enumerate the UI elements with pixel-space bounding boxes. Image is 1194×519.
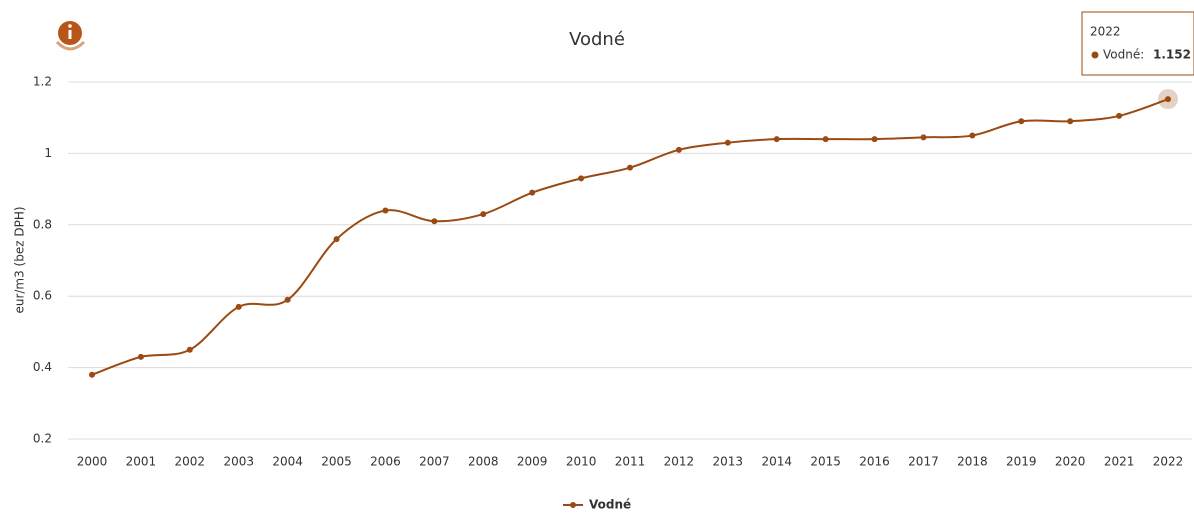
plot-area: 0.2 0.4 0.6 0.8 1 1.2 2000 2001 2002 2003 2004 2005…	[33, 75, 1192, 469]
tooltip-label: Vodné:	[1103, 48, 1144, 62]
y-tick-label: 0.2	[33, 432, 52, 446]
point	[235, 303, 242, 310]
point	[675, 146, 682, 153]
x-tick-label: 2005	[321, 455, 352, 469]
point	[969, 132, 976, 139]
x-tick-label: 2008	[468, 455, 499, 469]
x-tick-label: 2021	[1104, 455, 1135, 469]
y-tick-label: 0.4	[33, 360, 52, 374]
point	[1165, 96, 1171, 103]
x-tick-label: 2016	[859, 455, 890, 469]
x-tick-label: 2004	[272, 455, 303, 469]
point	[333, 236, 340, 243]
point	[137, 353, 144, 360]
x-tick-label: 2007	[419, 455, 450, 469]
x-tick-label: 2011	[615, 455, 646, 469]
x-tick-label: 2018	[957, 455, 988, 469]
point	[822, 136, 829, 143]
tooltip-marker	[1091, 51, 1099, 59]
point	[1067, 118, 1074, 125]
point	[529, 189, 536, 196]
tooltip-value: 1.152	[1153, 48, 1191, 62]
point	[89, 371, 95, 378]
point	[431, 218, 438, 225]
x-tick-label: 2013	[713, 455, 744, 469]
legend: Vodné	[563, 498, 631, 512]
x-tick-label: 2019	[1006, 455, 1037, 469]
tooltip-title: 2022	[1090, 25, 1121, 39]
series-line	[91, 98, 1169, 376]
point	[871, 136, 878, 143]
point	[773, 136, 780, 143]
x-tick-label: 2002	[175, 455, 206, 469]
y-tick-label: 1	[44, 146, 52, 160]
point	[480, 211, 487, 218]
y-tick-label: 0.8	[33, 217, 52, 231]
x-tick-label: 2017	[908, 455, 939, 469]
point	[1018, 118, 1025, 125]
x-tick-label: 2001	[126, 455, 157, 469]
x-tick-label: 2020	[1055, 455, 1086, 469]
tooltip-box	[1081, 11, 1194, 76]
legend-label: Vodné	[589, 498, 631, 512]
y-tick-label: 0.6	[33, 289, 52, 303]
tooltip: 2022 Vodné: 1.152	[1081, 11, 1194, 76]
y-axis-label: eur/m3 (bez DPH)	[13, 206, 27, 313]
x-tick-label: 2009	[517, 455, 548, 469]
x-tick-label: 2000	[77, 455, 108, 469]
point	[284, 296, 291, 303]
point	[724, 139, 731, 146]
x-tick-label: 2010	[566, 455, 597, 469]
chart-title: Vodné	[569, 29, 625, 50]
x-tick-label: 2015	[810, 455, 841, 469]
point	[382, 207, 389, 214]
x-tick-label: 2003	[223, 455, 254, 469]
x-tick-label: 2012	[664, 455, 695, 469]
y-tick-label: 1.2	[33, 75, 52, 89]
legend-marker	[570, 502, 576, 508]
point	[578, 175, 585, 182]
point	[920, 134, 927, 141]
x-tick-label: 2014	[761, 455, 792, 469]
x-tick-label: 2006	[370, 455, 401, 469]
point	[186, 346, 193, 353]
info-icon[interactable]	[55, 21, 86, 51]
point	[1116, 112, 1123, 119]
point	[627, 164, 633, 171]
x-tick-label: 2022	[1153, 455, 1184, 469]
